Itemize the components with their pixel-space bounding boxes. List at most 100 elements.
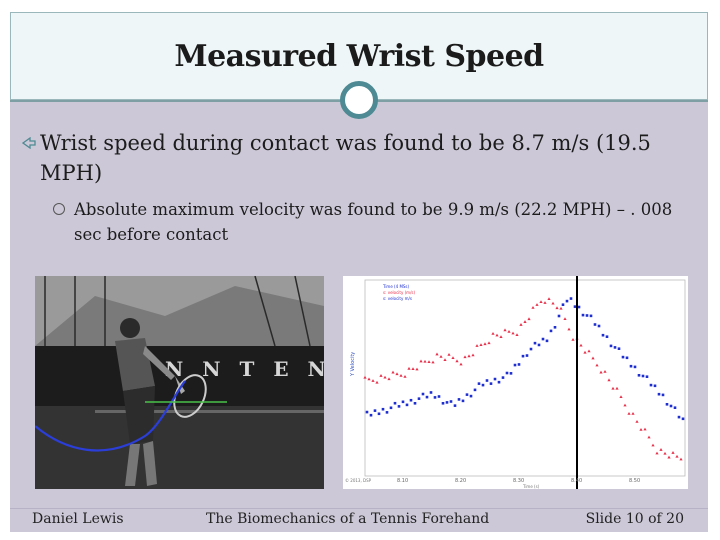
blue-point [637, 374, 641, 377]
legend-2: s: velocity (m/s) [383, 290, 415, 295]
blue-point [577, 305, 581, 309]
ring-ornament-icon [340, 81, 378, 119]
blue-point [497, 380, 501, 384]
red-series [363, 297, 683, 461]
blue-point [453, 404, 457, 407]
blue-point [605, 335, 609, 338]
red-point [651, 443, 655, 447]
red-point [547, 297, 551, 300]
red-point [427, 360, 431, 364]
footer: Daniel Lewis The Biomechanics of a Tenni… [10, 508, 708, 532]
red-point [375, 380, 379, 384]
blue-point [545, 339, 549, 343]
red-point [563, 317, 567, 320]
blue-point [505, 371, 509, 375]
tennis-photo-image: N N T E N [35, 276, 324, 489]
blue-point [409, 398, 413, 402]
blue-point [489, 382, 493, 385]
red-point [611, 386, 615, 390]
bullet-main-text: Wrist speed during contact was found to … [40, 131, 651, 185]
bullet-sub-text: Absolute maximum velocity was found to b… [74, 200, 673, 244]
red-point [675, 454, 679, 458]
red-point [411, 367, 415, 371]
red-point [599, 370, 603, 374]
red-point [671, 451, 675, 454]
slide-title: Measured Wrist Speed [174, 39, 544, 74]
blue-point [569, 297, 573, 300]
blue-point [389, 406, 393, 410]
red-point [363, 375, 367, 379]
red-point [623, 403, 627, 407]
blue-point [485, 379, 489, 382]
red-point [383, 375, 387, 379]
red-point [495, 333, 499, 337]
bullet-arrow-icon [22, 137, 36, 149]
red-point [551, 301, 555, 305]
blue-point [401, 400, 405, 404]
red-point [619, 395, 623, 398]
blue-point [421, 392, 425, 396]
x-tick-label: 8.30 [513, 478, 524, 484]
red-point [391, 370, 395, 374]
red-point [475, 344, 479, 347]
red-point [491, 332, 495, 335]
red-point [583, 350, 587, 354]
graph-copyright: © 2013, DSP [345, 478, 372, 483]
red-point [543, 301, 547, 304]
blue-point [537, 343, 541, 347]
blue-point [561, 303, 565, 306]
red-point [535, 303, 539, 306]
blue-point [589, 314, 593, 318]
red-point [451, 356, 455, 359]
blue-point [553, 326, 557, 329]
red-point [531, 306, 535, 309]
red-point [459, 362, 463, 366]
blue-point [609, 344, 613, 348]
footer-topic: The Biomechanics of a Tennis Forehand [206, 511, 490, 527]
blue-point [465, 393, 469, 396]
red-point [591, 356, 595, 360]
red-point [667, 455, 671, 459]
blue-point [481, 383, 485, 387]
blue-point [393, 401, 397, 405]
red-point [515, 333, 519, 336]
blue-point [469, 394, 473, 398]
blue-point [673, 406, 677, 409]
red-point [643, 427, 647, 431]
blue-point [449, 400, 453, 403]
red-point [587, 349, 591, 353]
blue-point [557, 314, 561, 318]
red-point [519, 323, 523, 326]
bullet-circle-icon [53, 203, 65, 215]
red-point [415, 367, 419, 371]
red-point [435, 352, 439, 356]
x-tick-label: 8.10 [397, 478, 408, 484]
red-point [447, 353, 451, 356]
blue-point [477, 382, 481, 385]
footer-author: Daniel Lewis [32, 511, 124, 527]
legend-3: s: velocity m/s [383, 296, 412, 301]
blue-point [365, 410, 369, 414]
blue-point [681, 417, 685, 421]
blue-point [525, 354, 529, 357]
red-point [455, 359, 459, 363]
red-point [679, 457, 683, 461]
red-point [559, 306, 563, 310]
blue-point [549, 329, 553, 333]
red-point [403, 374, 407, 378]
blue-point [629, 364, 633, 368]
blue-point [461, 399, 465, 403]
blue-point [373, 409, 377, 412]
red-point [639, 428, 643, 431]
blue-point [533, 341, 537, 345]
red-point [659, 448, 663, 451]
x-axis-label: Time (s) [522, 484, 540, 489]
red-point [507, 330, 511, 333]
x-tick-label: 8.20 [455, 478, 466, 484]
blue-point [649, 383, 653, 387]
red-point [607, 378, 611, 382]
blue-series [365, 297, 685, 421]
blue-point [565, 299, 569, 303]
x-tick-label: 8.40 [571, 478, 582, 484]
